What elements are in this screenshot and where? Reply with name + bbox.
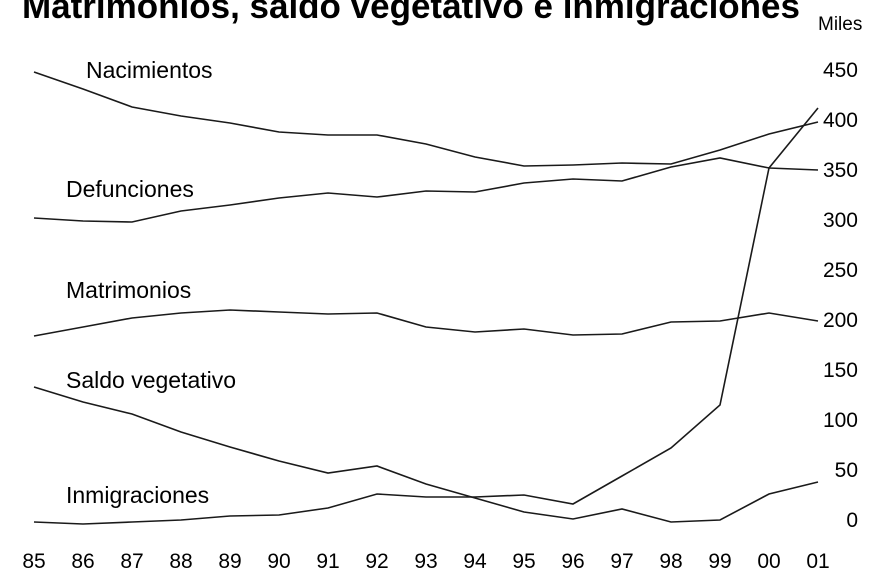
series-label-saldo-vegetativo: Saldo vegetativo <box>66 367 236 393</box>
x-axis-ticks: 85 86 87 88 89 90 91 92 93 94 95 96 97 98 99 00 01 <box>22 550 829 573</box>
y-tick-label: 150 <box>823 359 858 382</box>
series-line-inmigraciones <box>33 107 819 525</box>
x-tick-label: 85 <box>22 550 45 573</box>
y-tick-label: 400 <box>823 109 858 132</box>
x-tick-label: 99 <box>708 550 731 573</box>
x-tick-label: 94 <box>463 550 487 573</box>
x-tick-label: 01 <box>806 550 829 573</box>
x-tick-label: 87 <box>120 550 143 573</box>
x-tick-label: 00 <box>757 550 780 573</box>
y-tick-label: 100 <box>823 409 858 432</box>
x-tick-label: 86 <box>71 550 94 573</box>
x-tick-label: 90 <box>267 550 290 573</box>
series-line-saldo-vegetativo <box>33 386 819 523</box>
series-label-defunciones: Defunciones <box>66 176 194 202</box>
chart-title: Matrimonios, saldo vegetativo e inmigrac… <box>22 0 800 26</box>
series-line-nacimientos <box>33 71 819 167</box>
y-tick-label: 200 <box>823 309 858 332</box>
series-label-nacimientos: Nacimientos <box>86 57 213 83</box>
unit-label: Miles <box>818 14 862 35</box>
x-tick-label: 97 <box>610 550 633 573</box>
x-tick-label: 96 <box>561 550 584 573</box>
x-tick-label: 88 <box>169 550 192 573</box>
x-tick-label: 91 <box>316 550 339 573</box>
y-tick-label: 0 <box>846 509 858 532</box>
series-line-matrimonios <box>33 309 819 337</box>
y-axis-ticks: 0 50 100 150 200 250 300 350 400 450 <box>823 59 858 532</box>
series-labels: Nacimientos Defunciones Matrimonios Saldo v… <box>66 57 236 508</box>
y-tick-label: 250 <box>823 259 858 282</box>
x-tick-label: 95 <box>512 550 535 573</box>
x-tick-label: 98 <box>659 550 682 573</box>
y-tick-label: 50 <box>835 459 858 482</box>
y-tick-label: 450 <box>823 59 858 82</box>
series-label-inmigraciones: Inmigraciones <box>66 482 209 508</box>
y-tick-label: 300 <box>823 209 858 232</box>
x-tick-label: 89 <box>218 550 241 573</box>
series-line-defunciones <box>33 157 819 223</box>
series-lines <box>33 71 819 525</box>
x-tick-label: 92 <box>365 550 388 573</box>
series-label-matrimonios: Matrimonios <box>66 277 191 303</box>
x-tick-label: 93 <box>414 550 437 573</box>
y-tick-label: 350 <box>823 159 858 182</box>
